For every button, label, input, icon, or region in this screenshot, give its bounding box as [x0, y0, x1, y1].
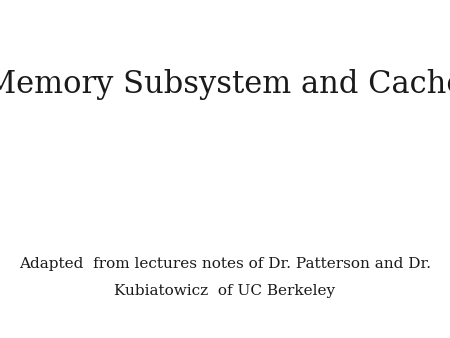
Text: Memory Subsystem and Cache: Memory Subsystem and Cache [0, 69, 450, 100]
Text: Kubiatowicz  of UC Berkeley: Kubiatowicz of UC Berkeley [114, 284, 336, 298]
Text: Adapted  from lectures notes of Dr. Patterson and Dr.: Adapted from lectures notes of Dr. Patte… [19, 257, 431, 271]
